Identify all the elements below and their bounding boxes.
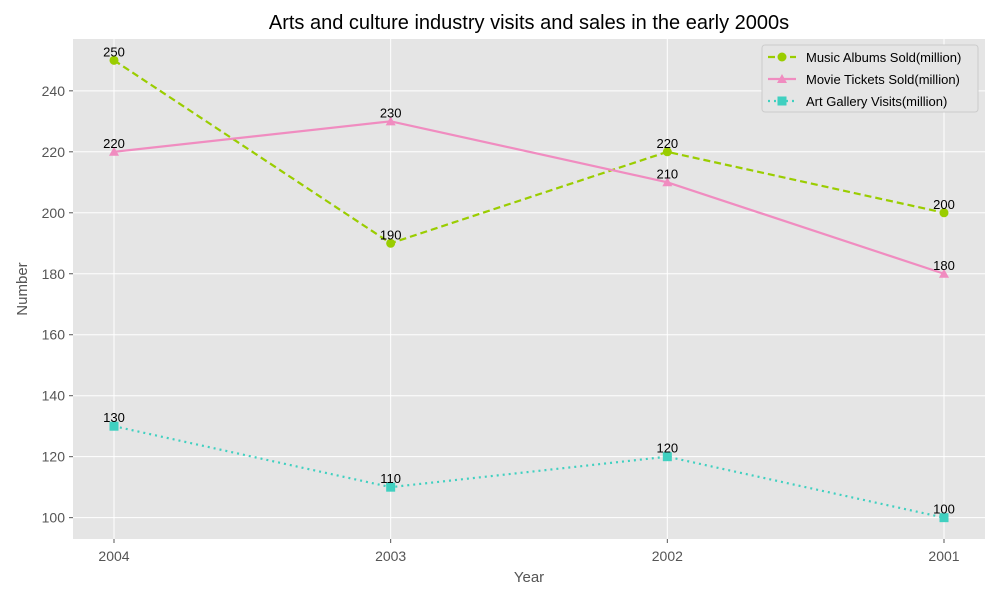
data-label: 250 <box>103 44 125 59</box>
data-label: 110 <box>380 471 401 486</box>
data-label: 190 <box>380 227 402 242</box>
y-tick-label: 180 <box>42 266 66 282</box>
data-label: 100 <box>933 502 955 517</box>
data-label: 120 <box>656 441 678 456</box>
data-point <box>386 238 396 248</box>
data-point <box>109 55 119 65</box>
y-tick-label: 120 <box>42 449 66 465</box>
data-label: 220 <box>656 136 678 151</box>
data-point <box>939 268 949 278</box>
legend-swatch-marker <box>777 96 787 106</box>
data-label: 210 <box>656 166 678 181</box>
data-label: 180 <box>933 258 955 273</box>
x-axis-ticks: 2004 2003 2002 2001 <box>98 539 960 564</box>
data-point <box>939 513 949 523</box>
data-point <box>939 208 949 218</box>
series-2: 130 110 120 100 <box>103 410 955 523</box>
grid <box>73 39 985 539</box>
legend-swatch-marker <box>777 74 787 83</box>
y-tick-label: 200 <box>42 205 66 221</box>
y-axis-ticks: 100 120 140 160 180 200 220 240 <box>42 83 73 526</box>
x-tick-label: 2002 <box>652 548 683 564</box>
legend-label: Art Gallery Visits(million) <box>806 94 947 109</box>
series-line <box>113 120 945 275</box>
series-layer: 250 190 220 200 220 230 210 180 130 110 120 100 <box>103 44 955 523</box>
x-axis-title: Year <box>514 569 544 586</box>
legend: Music Albums Sold(million) Movie Tickets … <box>761 44 979 113</box>
y-tick-label: 160 <box>42 327 66 343</box>
y-tick-label: 100 <box>42 510 66 526</box>
chart-title: Arts and culture industry visits and sal… <box>269 12 789 34</box>
y-tick-label: 220 <box>42 144 66 160</box>
data-label: 230 <box>380 105 402 120</box>
data-point <box>662 452 672 462</box>
legend-label: Music Albums Sold(million) <box>806 50 961 65</box>
data-label: 130 <box>103 410 125 425</box>
data-point <box>662 177 673 187</box>
x-tick-label: 2001 <box>928 548 959 564</box>
series-1: 220 230 210 180 <box>103 105 955 278</box>
x-tick-label: 2003 <box>375 548 406 564</box>
plot-area <box>73 39 985 539</box>
y-tick-label: 140 <box>42 388 66 404</box>
data-label: 200 <box>933 197 955 212</box>
data-point <box>386 482 396 492</box>
data-point <box>662 147 672 157</box>
series-0: 250 190 220 200 <box>103 44 955 248</box>
series-line <box>113 59 945 245</box>
legend-label: Movie Tickets Sold(million) <box>806 72 960 87</box>
y-axis-title: Number <box>14 262 31 315</box>
x-tick-label: 2004 <box>98 548 129 564</box>
legend-box <box>761 44 979 113</box>
data-point <box>109 421 119 431</box>
legend-swatch-marker <box>777 52 787 62</box>
data-point <box>109 146 119 156</box>
data-label: 220 <box>103 136 125 151</box>
y-tick-label: 240 <box>42 83 66 99</box>
data-point <box>385 116 396 126</box>
series-line <box>113 425 945 519</box>
